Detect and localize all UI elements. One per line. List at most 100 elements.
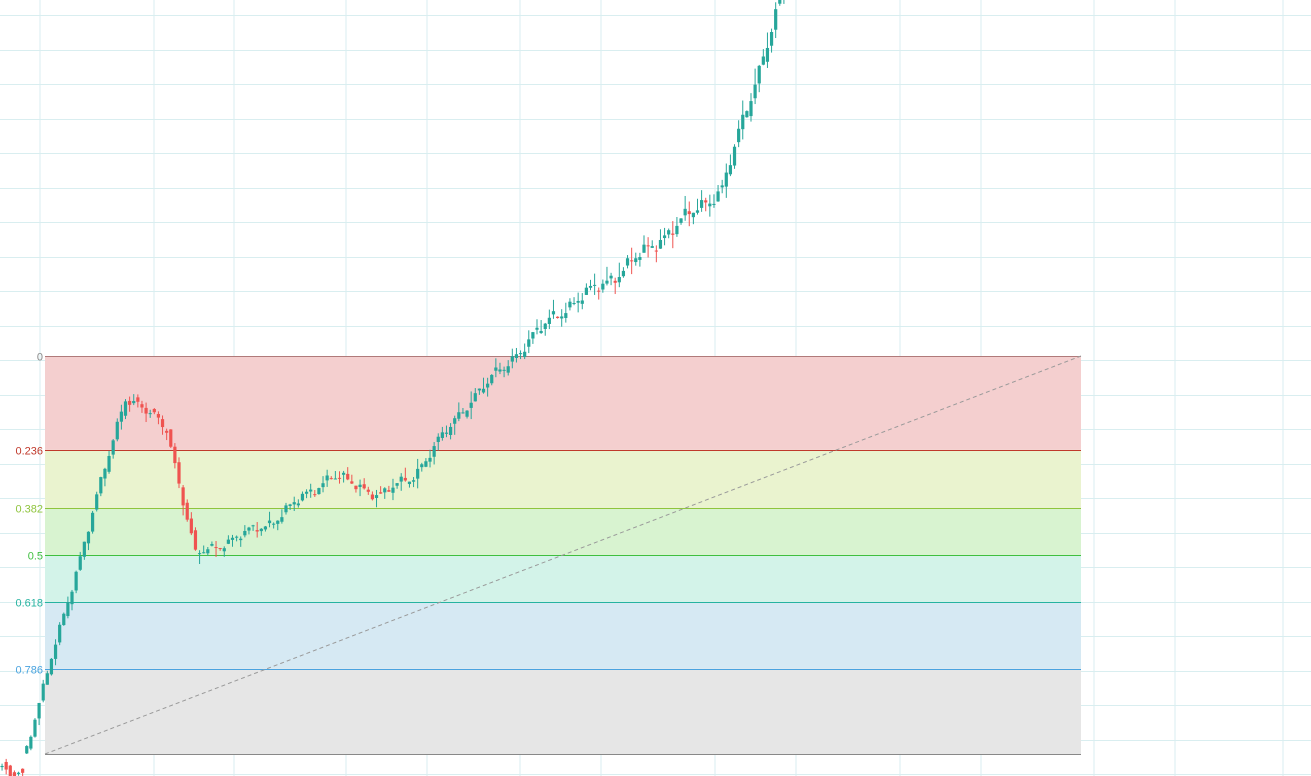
fib-level-label: 0.382	[15, 504, 43, 516]
candle-body-down	[255, 530, 259, 532]
candle-body-up	[588, 285, 593, 288]
candle-body-up	[304, 491, 309, 494]
candle-body-down	[366, 489, 370, 492]
candle-body-up	[469, 402, 473, 408]
candle-body-up	[247, 527, 251, 531]
candle-body-up	[251, 525, 255, 527]
candle-body-up	[383, 488, 387, 493]
candle-body-up	[625, 258, 630, 266]
fib-zone	[45, 668, 1081, 754]
candle-body-up	[634, 258, 638, 263]
candle-body-down	[136, 397, 140, 402]
candle-body-down	[370, 494, 375, 500]
candle-body-up	[333, 478, 337, 480]
candle-body-down	[8, 765, 12, 776]
candle-body-down	[329, 478, 333, 480]
candle-body-up	[695, 210, 700, 213]
candle-body-up	[103, 468, 107, 479]
candle-body-up	[486, 383, 490, 388]
fib-zone	[45, 601, 1081, 669]
candle-body-up	[123, 401, 128, 416]
candle-body-up	[99, 477, 103, 494]
candle-body-up	[395, 483, 399, 486]
candle-body-up	[716, 191, 720, 202]
candle-body-up	[568, 301, 572, 308]
candle-body-up	[757, 65, 761, 84]
candle-body-up	[724, 172, 728, 187]
candle-body-up	[424, 461, 428, 467]
candle-body-up	[667, 230, 671, 235]
fib-trend-line	[44, 355, 1082, 755]
candle-body-up	[263, 526, 268, 530]
candle-body-down	[379, 492, 383, 494]
candle-body-down	[140, 404, 144, 408]
candle-body-up	[0, 765, 4, 768]
candle-body-up	[572, 303, 576, 305]
candle-body-up	[432, 446, 436, 457]
candle-body-up	[481, 388, 486, 393]
candle-body-up	[514, 354, 519, 358]
candle-body-up	[527, 339, 531, 347]
candle-body-up	[453, 418, 457, 424]
candle-body-up	[428, 457, 432, 462]
candle-body-down	[218, 548, 222, 550]
candle-body-up	[74, 571, 78, 591]
candle-body-up	[494, 367, 498, 371]
candle-body-up	[679, 218, 683, 223]
candle-body-up	[276, 520, 280, 524]
candle-body-up	[551, 311, 556, 315]
candle-body-down	[144, 407, 148, 414]
candle-body-up	[16, 772, 21, 774]
candle-body-up	[86, 531, 91, 544]
candle-body-up	[741, 114, 745, 130]
candle-body-down	[152, 408, 156, 413]
candle-body-up	[662, 235, 667, 239]
candle-body-up	[284, 505, 288, 513]
candle-body-up	[239, 538, 243, 541]
candle-body-up	[700, 200, 704, 208]
candle-body-up	[33, 719, 37, 737]
candle-body-up	[642, 244, 646, 253]
candle-body-up	[605, 280, 609, 284]
candle-body-up	[321, 483, 325, 488]
candle-body-down	[128, 400, 132, 405]
candle-body-up	[317, 488, 321, 495]
candle-body-down	[704, 200, 708, 203]
candle-body-down	[173, 446, 177, 464]
candle-body-up	[638, 257, 642, 260]
candle-body-up	[745, 111, 749, 118]
candle-body-up	[309, 489, 313, 492]
candle-body-down	[165, 430, 169, 433]
candle-body-up	[601, 283, 605, 290]
candle-body-up	[111, 440, 115, 455]
candle-body-down	[160, 419, 165, 428]
candle-body-up	[584, 287, 588, 295]
candle-body-up	[609, 275, 613, 279]
candle-body-up	[58, 624, 62, 643]
candle-body-down	[313, 494, 317, 496]
candle-body-up	[119, 411, 123, 422]
candle-body-down	[403, 477, 407, 481]
candle-body-down	[350, 481, 354, 484]
candle-body-up	[53, 644, 58, 659]
candle-body-up	[708, 203, 712, 207]
candle-body-up	[753, 84, 757, 99]
fib-zone	[45, 356, 1081, 450]
candle-body-up	[272, 523, 276, 525]
candle-body-up	[292, 502, 296, 505]
candle-body-up	[769, 32, 774, 46]
candle-body-up	[523, 351, 527, 358]
candle-body-down	[21, 768, 25, 773]
candle-body-down	[687, 211, 691, 215]
candle-body-up	[29, 736, 33, 749]
candle-body-down	[671, 233, 675, 235]
candle-body-up	[197, 553, 202, 555]
candle-body-up	[37, 702, 41, 719]
candle-body-up	[399, 476, 403, 482]
candle-body-up	[477, 388, 481, 391]
candle-body-up	[210, 543, 214, 546]
candle-body-up	[498, 369, 502, 372]
fib-zone	[45, 449, 1081, 509]
candle-body-up	[391, 487, 395, 493]
